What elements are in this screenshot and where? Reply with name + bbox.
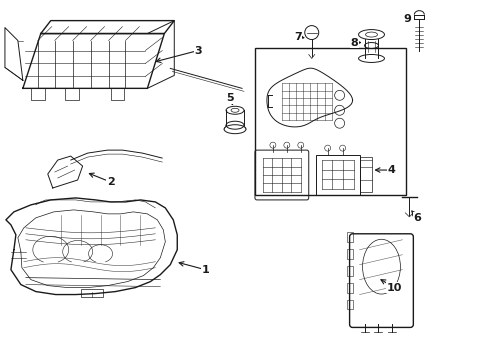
Text: 2: 2 <box>107 177 114 187</box>
Text: 7: 7 <box>294 32 302 41</box>
Bar <box>346 283 353 293</box>
Text: 9: 9 <box>403 14 411 24</box>
Text: 6: 6 <box>414 213 421 223</box>
Bar <box>81 289 102 297</box>
Text: 4: 4 <box>388 165 395 175</box>
Bar <box>65 88 78 100</box>
Bar <box>316 155 360 195</box>
Text: 8: 8 <box>351 37 359 48</box>
Text: 10: 10 <box>387 283 402 293</box>
Bar <box>346 300 353 310</box>
Bar <box>31 88 45 100</box>
Bar <box>255 48 406 195</box>
Text: 3: 3 <box>195 45 202 55</box>
Bar <box>346 232 353 242</box>
Bar <box>360 157 371 192</box>
Bar <box>111 88 124 100</box>
Bar <box>346 249 353 259</box>
Bar <box>346 266 353 276</box>
Text: 5: 5 <box>226 93 234 103</box>
Text: 1: 1 <box>201 265 209 275</box>
